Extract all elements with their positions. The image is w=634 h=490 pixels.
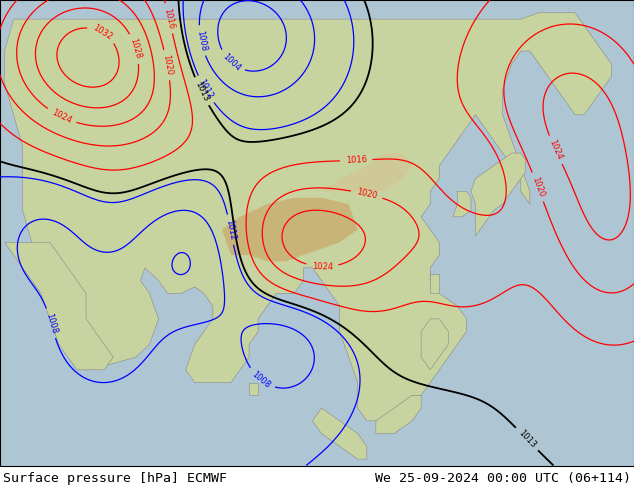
Text: 1008: 1008 xyxy=(195,29,207,52)
Text: 1012: 1012 xyxy=(224,219,237,241)
Polygon shape xyxy=(249,383,258,395)
Text: 1020: 1020 xyxy=(530,175,546,198)
Text: 1024: 1024 xyxy=(50,108,73,125)
Polygon shape xyxy=(453,191,471,217)
Polygon shape xyxy=(321,153,412,191)
Text: 1008: 1008 xyxy=(250,369,272,390)
Text: 1028: 1028 xyxy=(129,37,143,60)
Polygon shape xyxy=(376,395,421,434)
Text: 1013: 1013 xyxy=(517,428,538,450)
Text: 1024: 1024 xyxy=(547,139,564,161)
Text: 1032: 1032 xyxy=(91,23,113,42)
Polygon shape xyxy=(313,408,367,459)
Polygon shape xyxy=(471,153,526,236)
Text: 1013: 1013 xyxy=(193,80,210,103)
Text: 1016: 1016 xyxy=(162,7,176,29)
Polygon shape xyxy=(4,243,113,370)
Text: 1016: 1016 xyxy=(346,155,367,165)
Text: 1020: 1020 xyxy=(356,187,378,201)
Text: We 25-09-2024 00:00 UTC (06+114): We 25-09-2024 00:00 UTC (06+114) xyxy=(375,472,631,485)
Text: 1024: 1024 xyxy=(312,262,333,271)
Polygon shape xyxy=(222,197,358,262)
Polygon shape xyxy=(4,13,611,421)
Polygon shape xyxy=(430,274,439,294)
Text: 1004: 1004 xyxy=(221,51,242,73)
Text: Surface pressure [hPa] ECMWF: Surface pressure [hPa] ECMWF xyxy=(3,472,227,485)
Polygon shape xyxy=(421,319,448,370)
Text: 1008: 1008 xyxy=(44,312,58,335)
Text: 1012: 1012 xyxy=(197,78,214,101)
Text: 1020: 1020 xyxy=(161,54,173,76)
